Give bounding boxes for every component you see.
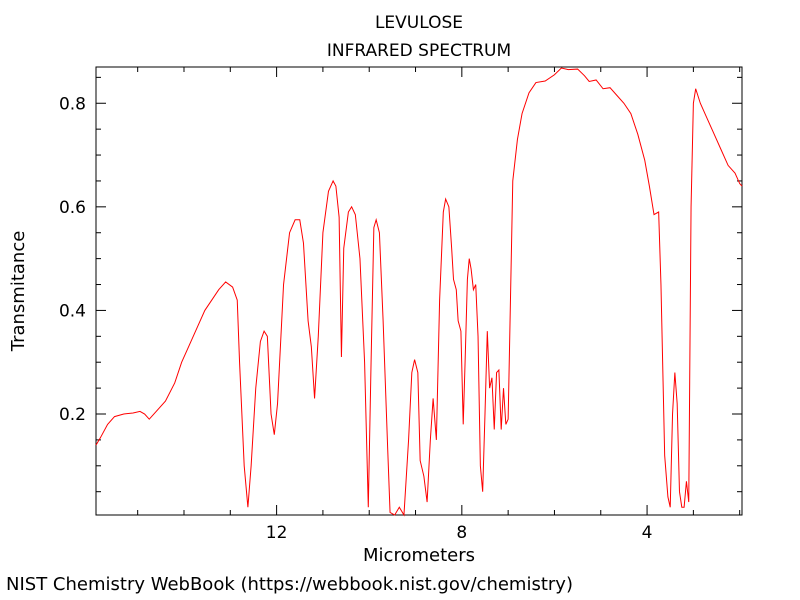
y-tick-label: 0.4	[59, 301, 86, 321]
x-tick-label: 4	[642, 523, 653, 543]
series-line	[95, 67, 743, 517]
y-tick-label: 0.6	[59, 198, 86, 218]
x-axis: 12 8 4	[137, 67, 741, 543]
y-tick-label: 0.2	[59, 405, 86, 425]
y-axis: 0.2 0.4 0.6 0.8	[59, 76, 742, 493]
source-credit: NIST Chemistry WebBook (https://webbook.…	[6, 574, 573, 595]
y-axis-label: Transmitance	[8, 231, 29, 353]
chart-title: LEVULOSE	[375, 13, 463, 33]
x-axis-label: Micrometers	[363, 545, 475, 566]
plot-frame	[95, 66, 743, 516]
x-tick-label: 8	[456, 523, 467, 543]
y-tick-label: 0.8	[59, 94, 86, 114]
x-tick-label: 12	[266, 523, 288, 543]
chart-subtitle: INFRARED SPECTRUM	[327, 41, 511, 61]
